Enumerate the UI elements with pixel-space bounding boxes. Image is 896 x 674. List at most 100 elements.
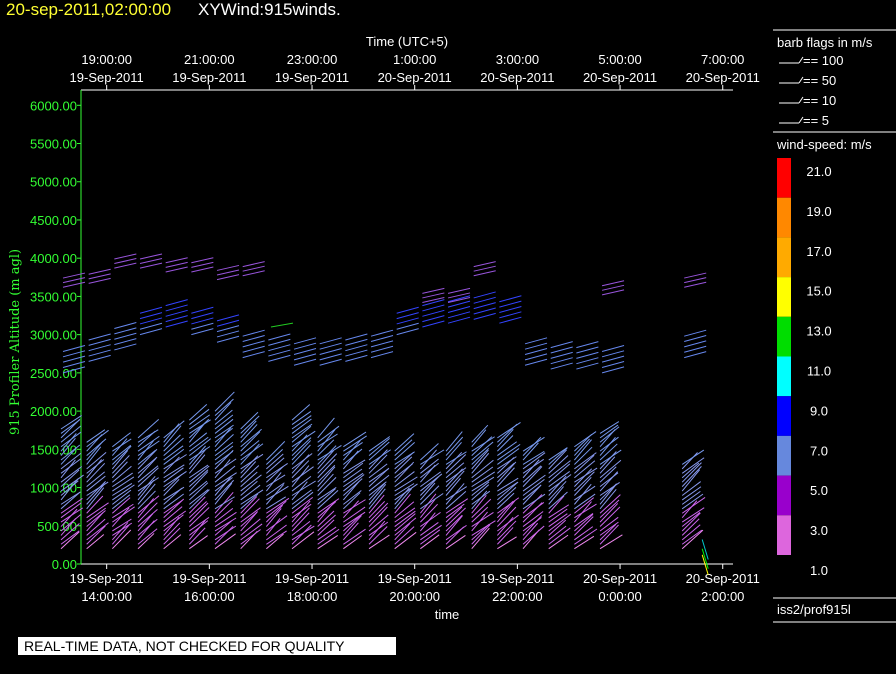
x-tick-time: 2:00:00 (701, 589, 744, 604)
wind-barb (291, 440, 311, 461)
wind-barb (471, 459, 494, 479)
wind-barb (189, 482, 209, 501)
x-tick-time: 22:00:00 (492, 589, 543, 604)
barb-legend-label: == 100 (803, 53, 844, 68)
wind-barb (681, 466, 702, 487)
wind-barb (681, 462, 700, 479)
wind-barb (473, 261, 496, 268)
wind-barb (317, 476, 337, 496)
wind-barb (574, 446, 593, 465)
wind-barb (445, 454, 467, 474)
wind-barb (368, 481, 387, 496)
wind-barb (163, 425, 182, 448)
wind-barb (240, 453, 264, 470)
wind-barb (216, 335, 240, 343)
wind-barb (86, 518, 106, 536)
wind-barb (445, 436, 464, 456)
wind-barb (599, 524, 619, 545)
wind-barb (291, 453, 313, 470)
wind-barb (550, 351, 573, 359)
wind-barb (368, 482, 386, 501)
wind-barb (445, 534, 466, 550)
wind-barb (191, 257, 214, 264)
wind-barb (188, 527, 206, 545)
wind-barb (60, 491, 81, 510)
y-axis-label: 915 Profiler Altitude (m agl) (8, 249, 23, 435)
wind-barb (214, 418, 234, 434)
wind-barb (191, 322, 214, 330)
wind-barb (163, 434, 181, 452)
wind-barb (60, 478, 79, 501)
wind-barb (471, 494, 487, 514)
wind-barb (599, 516, 619, 532)
wind-barb (343, 448, 363, 465)
top-tick-time: 23:00:00 (287, 52, 338, 67)
wind-barb (522, 436, 545, 452)
wind-barb (214, 398, 234, 417)
wind-barb (266, 449, 283, 465)
x-axis-label: time (435, 607, 460, 622)
wind-barb (522, 494, 543, 514)
wind-barb (317, 425, 340, 443)
wind-barb (214, 533, 236, 550)
barb-legend-label: == 5 (803, 113, 829, 128)
wind-barb (137, 479, 155, 501)
wind-barb (86, 459, 103, 479)
wind-barb (114, 258, 137, 265)
wind-barb (188, 471, 209, 492)
wind-barb (420, 462, 439, 479)
wind-barb (163, 464, 185, 479)
speed-color-swatch (777, 435, 791, 476)
wind-barb (574, 438, 590, 456)
wind-barb (60, 498, 83, 514)
wind-barb (522, 465, 542, 483)
wind-barb (88, 338, 111, 346)
wind-barb (681, 486, 702, 501)
wind-barb (111, 529, 132, 550)
top-tick-time: 3:00:00 (496, 52, 539, 67)
wind-barb (684, 281, 707, 288)
wind-barb (684, 329, 707, 337)
speed-label: 17.0 (806, 244, 831, 259)
wind-barb (497, 527, 514, 545)
wind-barb (265, 508, 282, 527)
wind-barb (343, 431, 367, 448)
wind-barb (599, 426, 620, 443)
wind-barb (291, 430, 316, 448)
wind-barb (422, 320, 445, 328)
wind-barb (471, 527, 490, 550)
wind-barb (165, 304, 188, 312)
wind-barb (317, 464, 336, 483)
wind-barb (499, 316, 522, 324)
wind-barb (317, 439, 335, 456)
wind-barb (86, 481, 106, 501)
wind-barb (86, 487, 105, 510)
wind-barb (599, 443, 618, 461)
wind-barb (497, 428, 514, 448)
wind-barb (86, 483, 106, 505)
top-tick-time: 7:00:00 (701, 52, 744, 67)
x-tick-time: 14:00:00 (81, 589, 132, 604)
wind-barb (471, 436, 495, 452)
wind-barb (447, 305, 471, 313)
wind-barb (370, 335, 394, 343)
wind-barb (214, 402, 232, 421)
wind-barb (188, 502, 209, 523)
wind-barb (368, 449, 388, 470)
wind-barb (445, 524, 467, 541)
wind-barb (396, 317, 419, 325)
wind-barb (394, 488, 412, 510)
wind-barb (422, 304, 445, 312)
wind-barb (60, 438, 76, 456)
wind-barb (188, 454, 206, 474)
wind-barb (60, 447, 77, 465)
wind-barb (548, 508, 568, 523)
wind-barb (240, 415, 260, 434)
wind-barb (574, 497, 595, 514)
wind-barb (447, 295, 471, 303)
wind-barb (317, 534, 338, 550)
wind-barb (524, 348, 548, 356)
wind-barb (522, 493, 546, 510)
wind-barb (191, 266, 214, 273)
wind-barb (189, 414, 211, 430)
